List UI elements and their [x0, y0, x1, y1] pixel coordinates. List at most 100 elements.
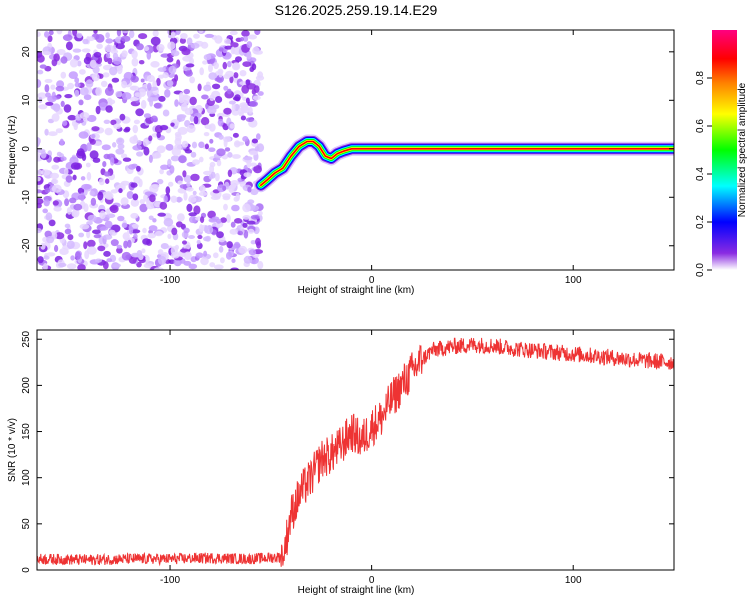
noise-dot — [150, 115, 158, 123]
noise-dot — [86, 239, 96, 248]
noise-dot — [186, 37, 193, 46]
noise-dot — [48, 30, 54, 36]
noise-dot — [186, 124, 196, 133]
noise-dot — [37, 69, 44, 75]
noise-dot — [255, 237, 261, 246]
noise-dot — [195, 252, 204, 259]
noise-dot — [175, 133, 182, 142]
noise-dot — [183, 192, 188, 201]
noise-dot — [115, 148, 125, 155]
noise-dot — [37, 256, 44, 264]
noise-dot — [74, 77, 80, 84]
snr-xtick-label: -100 — [160, 575, 180, 586]
noise-dot — [209, 138, 214, 144]
noise-dot — [135, 108, 144, 117]
noise-dot — [216, 231, 224, 239]
noise-dot — [160, 243, 169, 250]
noise-dot — [37, 189, 43, 194]
noise-dot — [210, 195, 221, 200]
noise-dot — [163, 195, 168, 204]
colorbar-ticks: 0.0 0.2 0.4 0.6 0.8 — [695, 71, 712, 277]
noise-dot — [40, 242, 46, 250]
noise-dot — [62, 120, 68, 126]
noise-dot — [115, 91, 123, 98]
noise-dot — [60, 156, 67, 161]
noise-dot — [217, 118, 224, 127]
noise-dot — [247, 228, 255, 234]
noise-dot — [253, 165, 262, 174]
noise-dot — [136, 250, 143, 258]
noise-dot — [168, 181, 174, 187]
noise-dot — [167, 158, 172, 168]
noise-dot — [148, 135, 153, 142]
noise-dot — [176, 114, 187, 119]
noise-dot — [42, 51, 52, 56]
noise-dot — [154, 152, 162, 159]
noise-dot — [249, 205, 260, 212]
noise-dot — [243, 172, 252, 178]
noise-dot — [79, 192, 85, 202]
noise-dot — [40, 150, 47, 159]
noise-dot — [192, 159, 200, 166]
noise-dot — [78, 131, 89, 139]
noise-dot — [246, 51, 252, 60]
noise-dot — [218, 134, 224, 140]
noise-dot — [59, 138, 64, 146]
noise-dot — [256, 143, 265, 153]
noise-dot — [78, 232, 85, 238]
noise-dot — [82, 38, 89, 45]
noise-dot — [203, 84, 212, 92]
spectrogram-xtick-label: 100 — [565, 275, 582, 286]
spectrogram-ytick-label: 0 — [21, 146, 32, 152]
spectrogram-ytick-label: 10 — [21, 94, 32, 106]
noise-dot — [230, 183, 237, 188]
noise-dot — [60, 71, 67, 79]
noise-dot — [250, 162, 257, 167]
noise-dot — [39, 64, 47, 69]
noise-dot — [238, 245, 248, 254]
noise-dot — [227, 152, 233, 158]
noise-dot — [170, 246, 178, 256]
noise-dot — [146, 74, 155, 83]
noise-dot — [245, 117, 254, 122]
noise-dot — [129, 30, 135, 39]
noise-dot — [190, 42, 200, 49]
noise-dot — [60, 56, 68, 64]
noise-dot — [199, 156, 204, 163]
spectrogram-ytick-label: 20 — [21, 46, 32, 58]
noise-dot — [93, 234, 102, 239]
noise-dot — [74, 251, 81, 260]
noise-dot — [150, 61, 160, 68]
noise-dot — [90, 197, 97, 206]
noise-dot — [130, 85, 137, 91]
noise-dot — [174, 74, 179, 82]
noise-dot — [70, 162, 81, 170]
noise-dot — [130, 182, 138, 188]
noise-dot — [105, 38, 113, 44]
noise-dot — [56, 151, 62, 157]
noise-dot — [56, 80, 65, 88]
noise-dot — [44, 84, 50, 93]
noise-dot — [93, 30, 98, 34]
noise-dot — [112, 142, 117, 148]
noise-dot — [130, 229, 141, 234]
noise-dot — [54, 244, 59, 253]
noise-dot — [120, 180, 130, 186]
noise-dot — [63, 104, 72, 113]
noise-dot — [222, 61, 228, 70]
noise-dot — [229, 228, 238, 235]
colorbar-label: Normalized spectral amplitude — [737, 82, 748, 217]
noise-dot — [102, 234, 113, 240]
noise-dot — [89, 190, 95, 196]
noise-dot — [200, 41, 209, 49]
noise-dot — [149, 194, 156, 203]
noise-dot — [104, 44, 114, 53]
spectrogram-xtick-label: 0 — [369, 275, 375, 286]
colorbar-tick-label: 0.6 — [695, 119, 706, 133]
noise-dot — [85, 162, 91, 168]
noise-dot — [220, 257, 225, 264]
noise-dot — [130, 212, 139, 219]
noise-dot — [200, 216, 205, 224]
ridge-band — [260, 140, 674, 186]
spectrogram-ylabel: Frequency (Hz) — [7, 116, 18, 185]
